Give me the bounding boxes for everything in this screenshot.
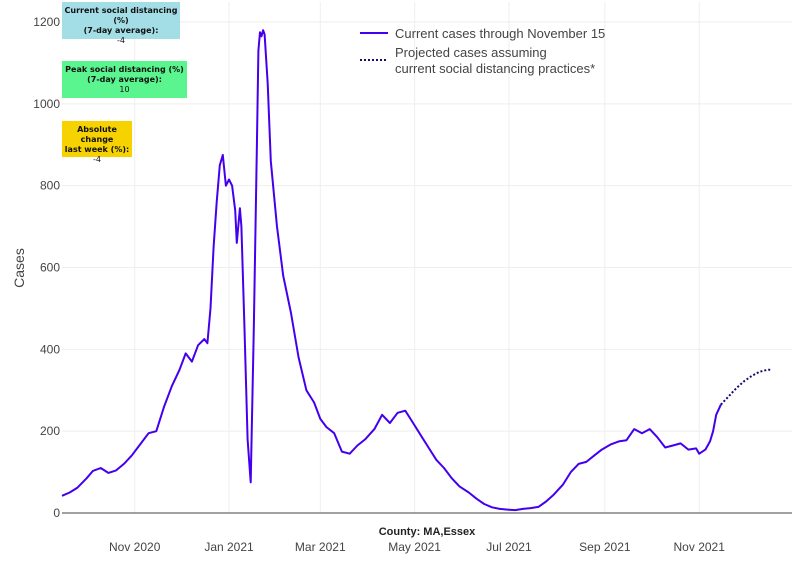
series-group bbox=[61, 29, 772, 512]
y-tick-label: 600 bbox=[40, 261, 60, 275]
current-distancing-value: -4 bbox=[117, 36, 125, 45]
x-tick-label: Sep 2021 bbox=[579, 540, 631, 554]
x-tick-label: Nov 2021 bbox=[674, 540, 726, 554]
legend-current-label: Current cases through November 15 bbox=[395, 26, 605, 41]
y-tick-label: 1000 bbox=[33, 97, 60, 111]
y-tick-label: 200 bbox=[40, 424, 60, 438]
y-tick-label: 400 bbox=[40, 342, 60, 356]
y-axis-title: Cases bbox=[11, 248, 27, 288]
peak-distancing-title-2: (7-day average): bbox=[87, 75, 162, 84]
current-distancing-title-2: (7-day average): bbox=[83, 26, 159, 35]
peak-distancing-title-1: Peak social distancing (%) bbox=[65, 65, 184, 74]
x-tick-label: Jan 2021 bbox=[204, 540, 254, 554]
legend[interactable]: Current cases through November 15 Projec… bbox=[360, 26, 605, 76]
y-axis-ticks: 0 200 400 600 800 1000 1200 bbox=[33, 15, 60, 520]
peak-distancing-value: 10 bbox=[119, 85, 130, 94]
y-tick-label: 0 bbox=[53, 506, 60, 520]
absolute-change-value: -4 bbox=[93, 155, 101, 164]
legend-projected-label-line1: Projected cases assuming bbox=[395, 45, 547, 60]
current-distancing-title-1: Current social distancing (%) bbox=[64, 6, 178, 25]
county-caption: County: MA,Essex bbox=[379, 526, 476, 538]
absolute-change-title-2: last week (%): bbox=[64, 145, 130, 154]
current-distancing-box: Current social distancing (%) (7-day ave… bbox=[62, 2, 180, 45]
y-tick-label: 800 bbox=[40, 179, 60, 193]
grid-lines bbox=[62, 2, 792, 513]
x-tick-label: Nov 2020 bbox=[109, 540, 161, 554]
x-tick-label: Mar 2021 bbox=[295, 540, 346, 554]
y-tick-label: 1200 bbox=[33, 15, 60, 29]
legend-projected-label-line2: current social distancing practices* bbox=[395, 61, 595, 76]
absolute-change-box: Absolute change last week (%): -4 bbox=[62, 121, 132, 164]
x-axis-ticks: Nov 2020 Jan 2021 Mar 2021 May 2021 Jul 2021… bbox=[109, 540, 725, 554]
absolute-change-title-1: Absolute change bbox=[77, 125, 117, 144]
peak-distancing-box: Peak social distancing (%) (7-day averag… bbox=[62, 61, 187, 98]
x-tick-label: May 2021 bbox=[388, 540, 441, 554]
current-cases-line bbox=[61, 29, 722, 512]
x-tick-label: Jul 2021 bbox=[486, 540, 532, 554]
projected-cases-line bbox=[720, 368, 772, 406]
